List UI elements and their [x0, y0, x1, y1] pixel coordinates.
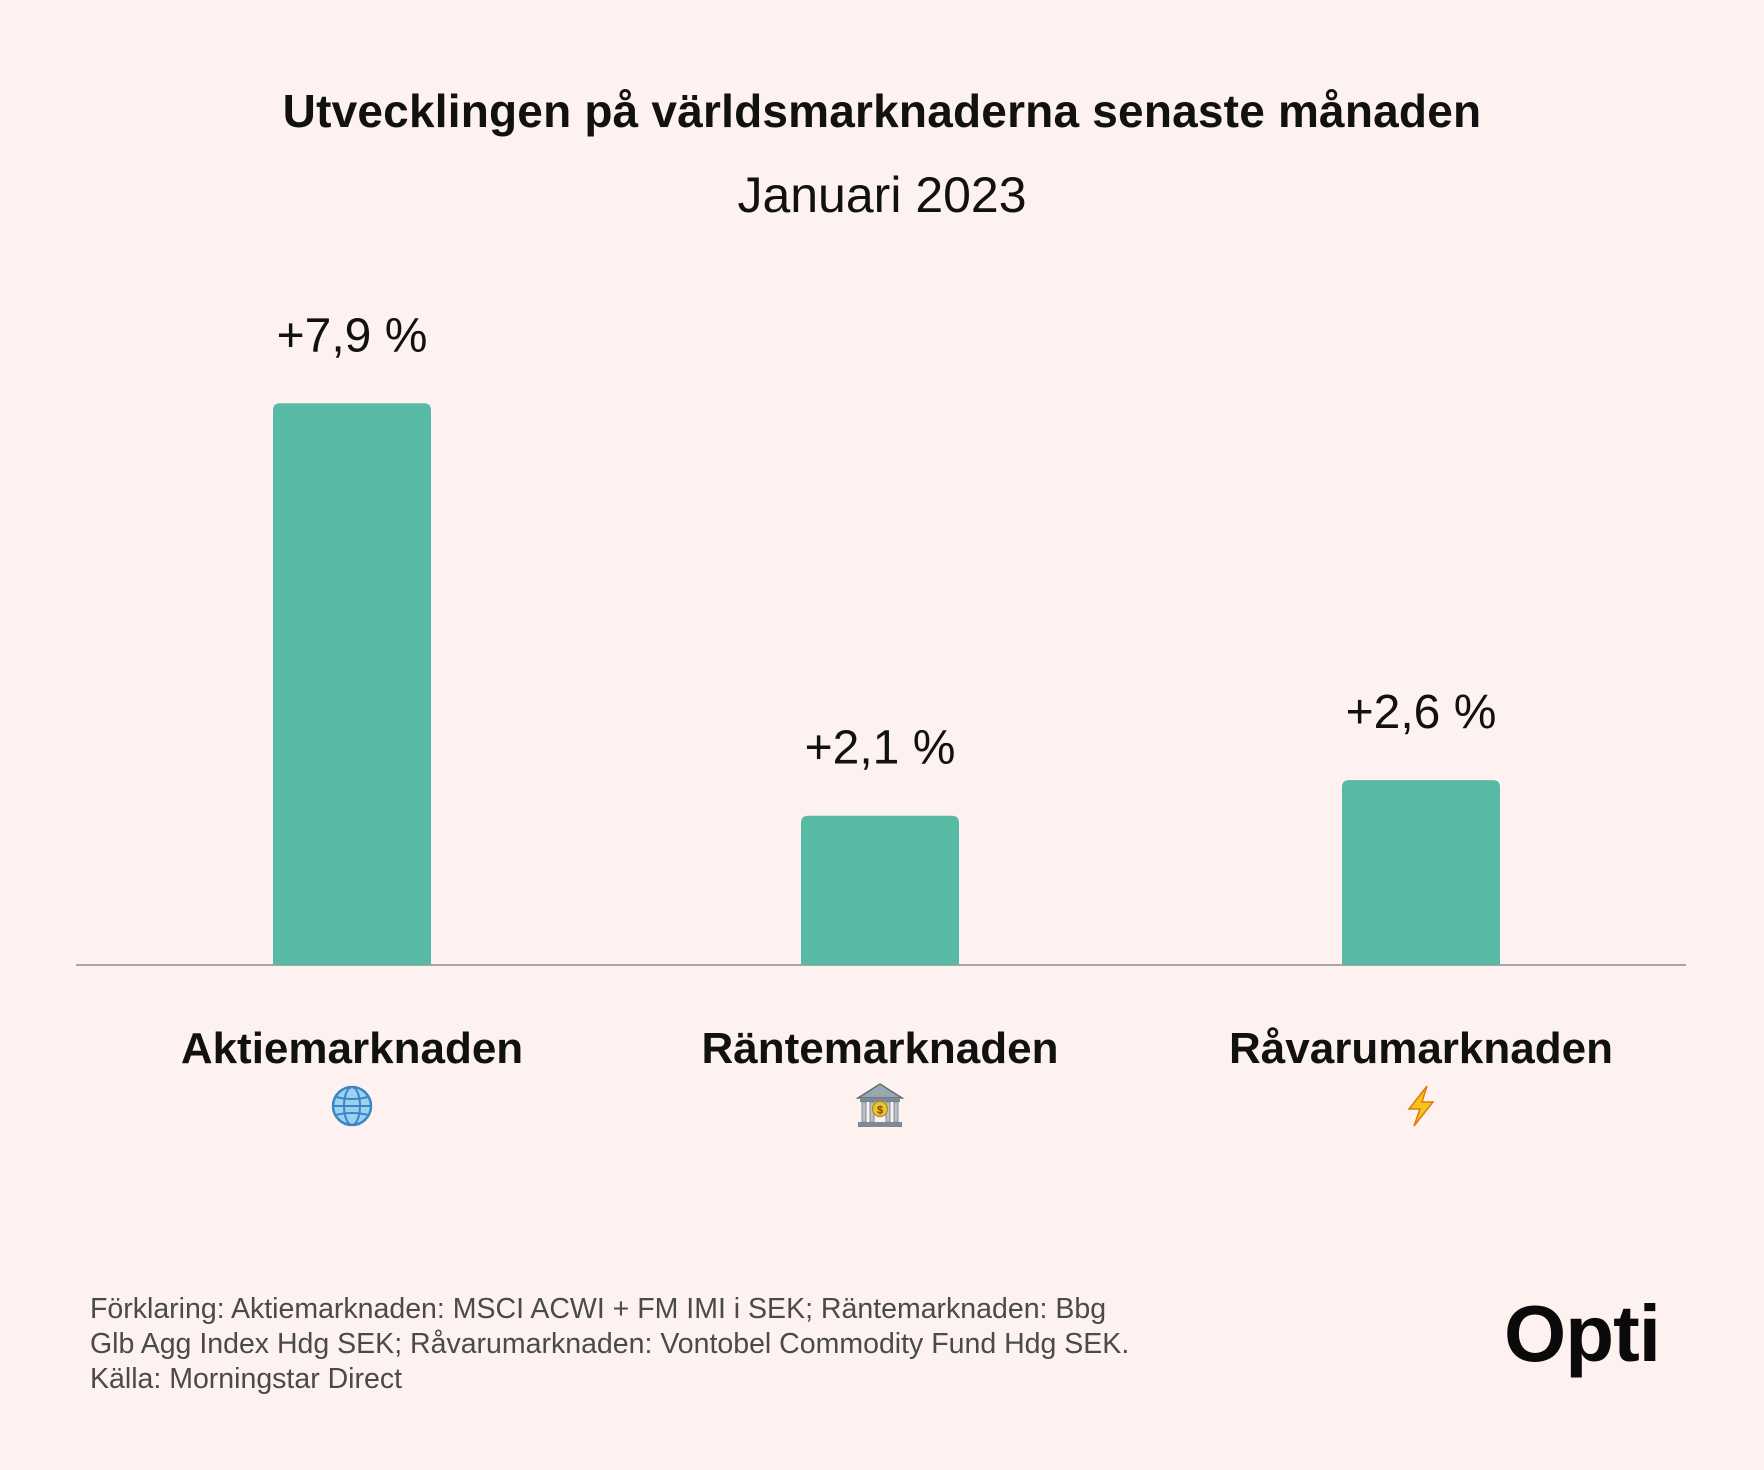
category-label: Råvarumarknaden — [1229, 1024, 1613, 1073]
lightning-icon — [1407, 1085, 1435, 1127]
bar-value-label: +2,1 % — [805, 722, 956, 775]
chart-subtitle: Januari 2023 — [737, 167, 1027, 223]
footnote-line: Glb Agg Index Hdg SEK; Råvarumarknaden: … — [90, 1328, 1130, 1360]
chart-title: Utvecklingen på världsmarknaderna senast… — [282, 85, 1482, 137]
category-label: Aktiemarknaden — [181, 1024, 523, 1073]
bar-råvarumarknaden — [1342, 780, 1500, 965]
category-label: Räntemarknaden — [701, 1024, 1058, 1073]
footnote: Förklaring: Aktiemarknaden: MSCI ACWI + … — [90, 1292, 1340, 1397]
bar-räntemarknaden — [801, 815, 959, 965]
bar-value-label: +7,9 % — [277, 309, 428, 362]
globe-icon — [331, 1085, 373, 1127]
footnote-line: Källa: Morningstar Direct — [90, 1363, 403, 1395]
footnote-line: Förklaring: Aktiemarknaden: MSCI ACWI + … — [90, 1293, 1107, 1325]
bar-value-label: +2,6 % — [1346, 686, 1497, 739]
bank-icon: $ — [855, 1083, 905, 1127]
bar-aktiemarknaden — [273, 403, 431, 965]
opti-logo: Opti — [1504, 1289, 1661, 1378]
bar-chart: +7,9 % Aktiemarknaden +2,1 % Räntemarknaden… — [76, 309, 1686, 1127]
svg-text:$: $ — [877, 1105, 883, 1117]
